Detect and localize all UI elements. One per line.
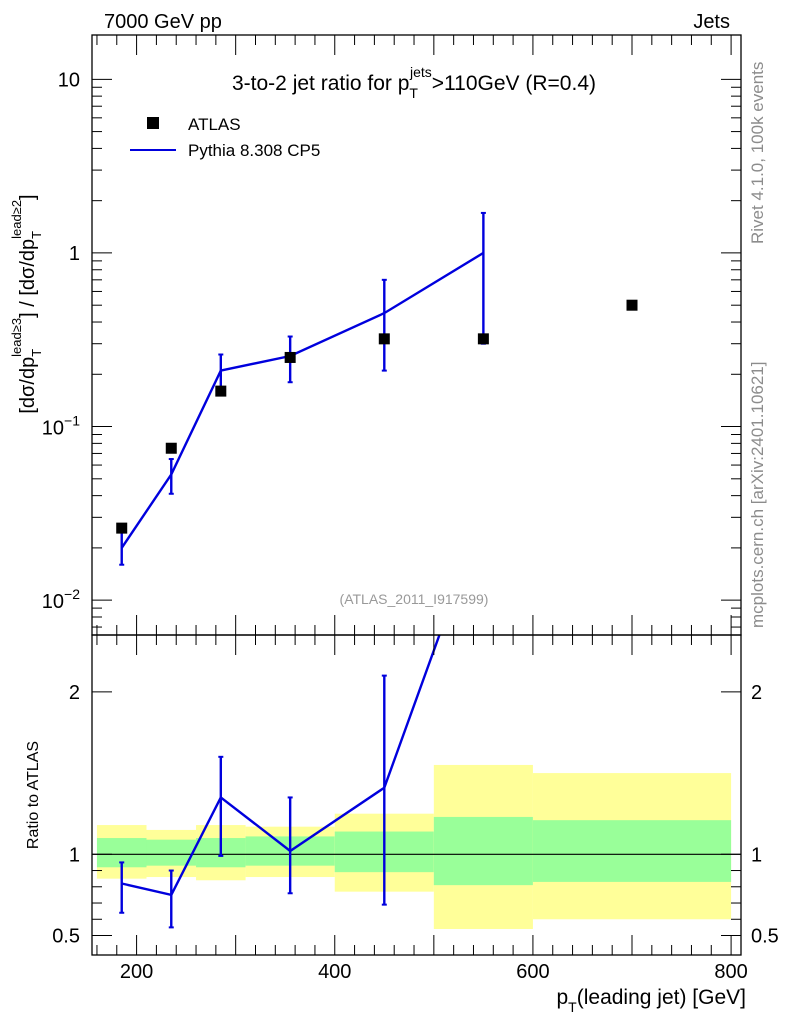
ytick-exponent: −1 [64, 413, 80, 429]
ratio-mc-line [121, 635, 441, 897]
header-left: 7000 GeV pp [104, 11, 222, 33]
x-axis-label: pT(leading jet) [GeV] [556, 986, 746, 1015]
atlas-data-point [215, 385, 227, 397]
ratio-ytick-label-left: 0.5 [52, 926, 80, 948]
xtick-label: 800 [714, 961, 747, 983]
ylabel-part-1: [dσ/dp [17, 357, 39, 414]
xtick-label: 600 [516, 961, 549, 983]
ratio-ylabel: Ratio to ATLAS [25, 741, 42, 849]
xtick-label: 200 [120, 961, 153, 983]
ylabel-part-3: ] [17, 194, 39, 200]
ylabel-sup-1: lead≥3 [9, 318, 24, 357]
atlas-data-point [116, 522, 128, 534]
ratio-panel-content [119, 635, 441, 929]
ratio-bands [92, 764, 741, 930]
ylabel-sup-2: lead≥2 [9, 200, 24, 239]
ylabel-part-2: ] / [dσ/dp [17, 239, 39, 318]
xlabel-part-2: (leading jet) [GeV] [577, 986, 746, 1009]
legend-atlas-marker [147, 117, 159, 129]
atlas-data-point [284, 351, 296, 363]
analysis-watermark: (ATLAS_2011_I917599) [340, 591, 489, 607]
rivet-version-label: Rivet 4.1.0, 100k events [748, 61, 767, 244]
panel-frames [91, 34, 742, 956]
ratio-inner-band-5 [433, 816, 533, 886]
source-label: mcplots.cern.ch [arXiv:2401.10621] [748, 361, 767, 628]
main-ytick-label: 10−2 [42, 586, 80, 613]
ytick-mantissa: 10 [42, 591, 64, 613]
ratio-ytick-label-left: 1 [69, 844, 80, 866]
ylabel-sub-2: T [29, 231, 44, 239]
atlas-data-point [165, 442, 177, 454]
mc-line [120, 251, 485, 549]
legend-pythia-label: Pythia 8.308 CP5 [188, 141, 320, 160]
atlas-data-point [477, 333, 489, 345]
ylabel-sub-1: T [29, 349, 44, 357]
title-part-1: 3-to-2 jet ratio for p [232, 72, 409, 95]
xlabel-sub: T [568, 999, 577, 1015]
legend-atlas-label: ATLAS [188, 115, 241, 134]
header-right: Jets [693, 11, 730, 33]
xlabel-part-1: p [556, 986, 568, 1009]
ratio-mc-group [119, 635, 441, 929]
ratio-ytick-label-right: 1 [751, 844, 762, 866]
chart-title: 3-to-2 jet ratio for pTjets>110GeV (R=0.… [232, 64, 596, 101]
atlas-data-point [626, 299, 638, 311]
ytick-mantissa: 10 [42, 418, 64, 440]
ratio-frame [91, 634, 742, 956]
main-ytick-label: 1 [69, 243, 80, 265]
title-sub: T [409, 85, 418, 101]
main-ytick-label: 10−1 [42, 413, 80, 440]
ytick-exponent: −2 [64, 586, 80, 602]
ratio-ytick-label-left: 2 [69, 682, 80, 704]
main-ylabel: [dσ/dpTlead≥3] / [dσ/dpTlead≥2] [9, 194, 44, 413]
main-panel-content [116, 211, 638, 566]
atlas-data-point [378, 333, 390, 345]
ratio-inner-band-6 [532, 820, 732, 882]
title-sup: jets [409, 64, 432, 80]
ratio-ytick-label-right: 0.5 [751, 926, 779, 948]
ratio-ytick-label-right: 2 [751, 682, 762, 704]
main-ytick-label: 10 [58, 69, 80, 91]
title-part-2: >110GeV (R=0.4) [432, 72, 596, 95]
legend: ATLAS Pythia 8.308 CP5 [130, 115, 320, 160]
xtick-label: 400 [318, 961, 351, 983]
